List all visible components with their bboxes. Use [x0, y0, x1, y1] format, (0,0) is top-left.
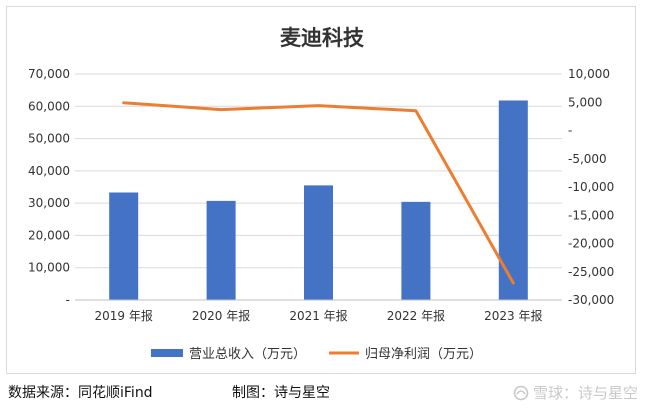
right-axis-tick-label: -5,000: [568, 152, 607, 166]
bar: [304, 185, 333, 300]
data-source-text: 数据来源：同花顺iFind: [8, 385, 153, 401]
right-axis-tick-label: -10,000: [568, 180, 614, 194]
right-axis-tick-label: -20,000: [568, 237, 614, 251]
bar-series: [109, 100, 528, 300]
chart-author-text: 制图：诗与星空: [232, 385, 330, 401]
legend-bar-label: 营业总收入（万元）: [189, 347, 306, 362]
legend: 营业总收入（万元） 归母净利润（万元）: [151, 347, 482, 362]
right-axis-tick-label: -15,000: [568, 208, 614, 222]
x-axis-tick-label: 2022 年报: [387, 308, 445, 323]
left-axis-tick-label: -: [66, 293, 70, 307]
left-axis-tick-label: 20,000: [28, 228, 70, 242]
chart-svg: 麦迪科技 -10,00020,00030,00040,00050,00060,0…: [28, 26, 614, 362]
x-axis-tick-label: 2019 年报: [95, 308, 153, 323]
line-series: [122, 101, 515, 285]
right-axis: -30,000-25,000-20,000-15,000-10,000-5,00…: [568, 67, 614, 307]
right-axis-tick-label: -25,000: [568, 265, 614, 279]
left-axis: - 10,000 20,000 30,000 40,000 50,000 60,000 70,…: [28, 67, 70, 307]
x-axis-tick-label: 2021 年报: [289, 308, 347, 323]
x-axis-tick-label: 2020 年报: [192, 308, 250, 323]
watermark-text: 雪球：诗与星空: [532, 384, 638, 402]
bar: [206, 200, 236, 300]
footer: 数据来源：同花顺iFind 制图：诗与星空 雪球：诗与星空: [6, 380, 642, 404]
right-axis-tick-label: 10,000: [568, 67, 610, 81]
watermark: 雪球：诗与星空: [513, 382, 638, 403]
left-axis-tick-label: 70,000: [28, 67, 70, 81]
right-axis-tick-label: -: [568, 124, 572, 138]
x-axis: 2019 年报 2020 年报 2021 年报 2022 年报 2023 年报: [75, 299, 562, 323]
x-axis-tick-label: 2023 年报: [484, 308, 542, 323]
left-axis-tick-label: 40,000: [28, 164, 70, 178]
chart-title: 麦迪科技: [280, 26, 365, 50]
left-axis-tick-label: 30,000: [28, 196, 70, 210]
right-axis-tick-label: 5,000: [568, 95, 602, 109]
bar: [401, 201, 431, 300]
bar: [109, 192, 139, 300]
chart-frame: 麦迪科技 -10,000 20,000 30,000 40,000 50,000 60,0…: [6, 6, 636, 374]
right-axis-tick-label: -30,000: [568, 293, 614, 307]
snowball-logo-icon: [513, 385, 529, 400]
left-axis-tick-label: 60,000: [28, 99, 70, 113]
legend-line-label: 归母净利润（万元）: [365, 347, 482, 362]
left-axis-tick-label: 10,000: [28, 261, 70, 275]
left-axis-tick-label: 50,000: [28, 132, 70, 146]
legend-bar-swatch: [151, 349, 183, 357]
bar: [498, 100, 528, 300]
